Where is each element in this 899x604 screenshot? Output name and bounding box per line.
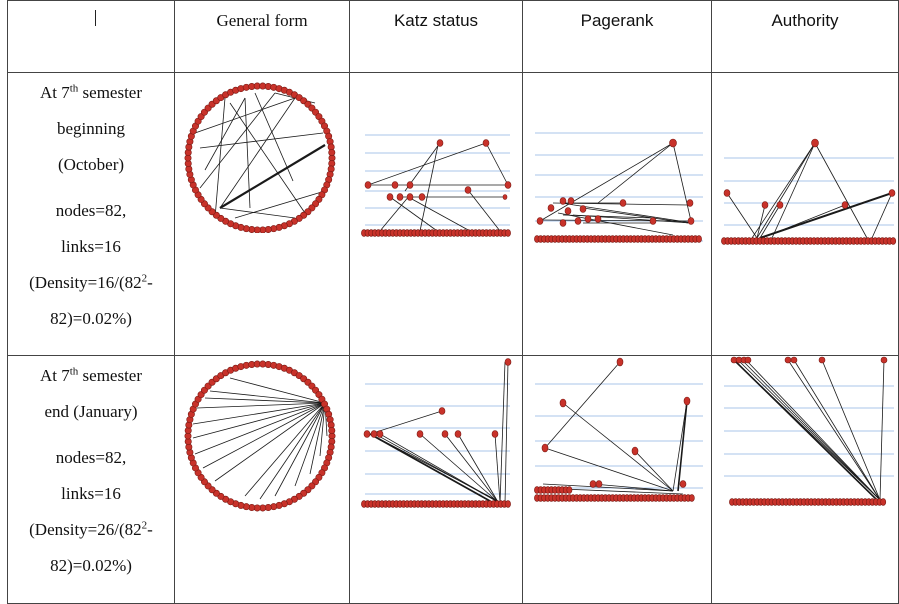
network-graph-katz [361,358,512,508]
network-comparison-table: General form Katz status Pagerank Author… [7,0,899,604]
general-form-january [174,355,350,604]
pagerank-october [522,72,712,356]
network-graph-authority [721,138,897,245]
network-node [566,486,573,494]
network-node [890,237,897,245]
network-graph-circular [184,360,336,512]
header-katz-status: Katz status [349,0,523,73]
katz-status-january [349,355,523,604]
header-row: General form Katz status Pagerank Author… [7,0,899,73]
network-node [696,235,702,243]
header-empty [7,0,175,73]
table-row: At 7th semester end (January) nodes=82, … [7,355,899,604]
network-node [328,148,336,156]
network-node [328,426,336,434]
header-pagerank: Pagerank [522,0,712,73]
network-node [688,494,695,502]
general-form-october [174,72,350,356]
authority-october [711,72,899,356]
network-node [505,500,511,508]
authority-january [711,355,899,604]
network-node [880,498,887,506]
katz-status-october [349,72,523,356]
row-label-october: At 7th semester beginning (October) node… [7,72,175,356]
network-graph-circular [184,82,336,233]
header-general-form: General form [174,0,350,73]
network-graph-authority [724,356,894,506]
pagerank-january [522,355,712,604]
network-graph-katz [361,134,512,237]
table-row: At 7th semester beginning (October) node… [7,72,899,356]
network-graph-pagerank [534,132,703,243]
row-label-january: At 7th semester end (January) nodes=82, … [7,355,175,604]
network-node [505,229,511,237]
header-authority: Authority [711,0,899,73]
network-graph-pagerank [534,357,703,502]
